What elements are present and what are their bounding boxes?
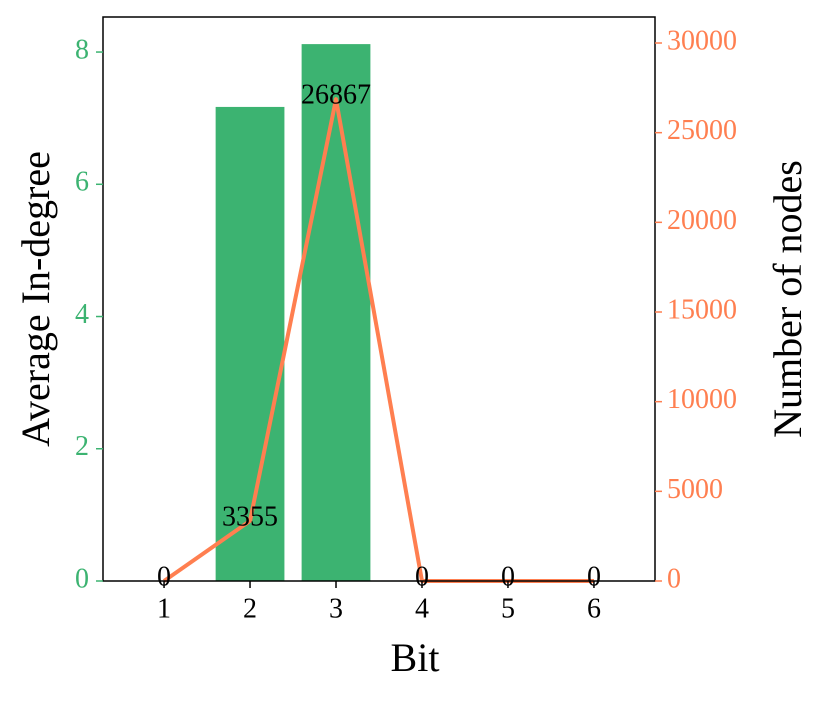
y-tick-label: 4 [75, 299, 89, 330]
y2-axis-label: Number of nodes [765, 160, 810, 438]
y-tick-label: 2 [75, 431, 89, 462]
data-label: 0 [501, 561, 515, 592]
x-tick-label: 1 [157, 593, 171, 624]
y-axis-label: Average In-degree [13, 151, 58, 447]
data-label: 0 [587, 561, 601, 592]
y-tick-label: 6 [75, 167, 89, 198]
data-label: 3355 [222, 501, 278, 532]
bar [215, 106, 285, 582]
data-label: 0 [157, 561, 171, 592]
y-tick-label: 8 [75, 34, 89, 65]
y2-tick-label: 30000 [667, 25, 737, 56]
y2-tick-label: 5000 [667, 474, 723, 505]
y2-tick-label: 0 [667, 563, 681, 594]
plot-frame [102, 16, 656, 582]
data-label: 0 [415, 561, 429, 592]
y2-tick-label: 10000 [667, 384, 737, 415]
y2-tick-label: 20000 [667, 205, 737, 236]
x-tick-label: 4 [415, 593, 429, 624]
x-tick-label: 6 [587, 593, 601, 624]
x-tick-label: 5 [501, 593, 515, 624]
x-axis-label: Bit [391, 635, 440, 680]
y2-tick-label: 25000 [667, 115, 737, 146]
y-tick-label: 0 [75, 563, 89, 594]
x-tick-label: 3 [329, 593, 343, 624]
bar [301, 44, 371, 582]
y2-tick-label: 15000 [667, 294, 737, 325]
x-tick-label: 2 [243, 593, 257, 624]
data-label: 26867 [301, 80, 371, 111]
